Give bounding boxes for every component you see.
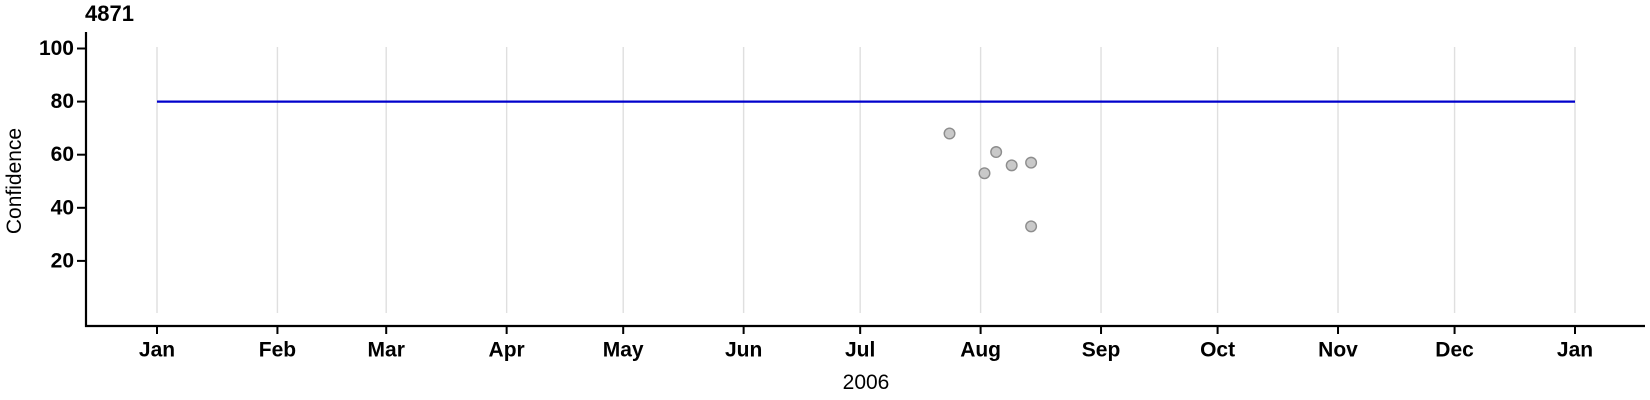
x-tick-label: May (603, 339, 644, 362)
x-tick-label: Aug (960, 339, 1001, 362)
x-tick-label: Sep (1082, 339, 1121, 362)
data-point (943, 127, 956, 140)
x-tick-label: Mar (368, 339, 405, 362)
x-tick-label: Apr (489, 339, 525, 362)
data-point (1025, 156, 1038, 169)
data-point (990, 146, 1003, 159)
y-tick-label: 20 (51, 249, 74, 272)
y-tick-label: 60 (51, 143, 74, 166)
x-tick-label: Jun (725, 339, 762, 362)
x-tick-label: Nov (1318, 339, 1358, 362)
x-tick-label: Feb (259, 339, 296, 362)
data-point (978, 167, 991, 180)
x-tick-label: Oct (1200, 339, 1235, 362)
y-tick-label: 40 (51, 196, 74, 219)
x-tick-label: Dec (1435, 339, 1474, 362)
x-tick-label: Jan (1557, 339, 1593, 362)
data-point (1005, 159, 1018, 172)
x-tick-label: Jan (139, 339, 175, 362)
x-axis-label: 2006 (842, 371, 890, 394)
data-point (1025, 220, 1038, 233)
y-tick-label: 80 (51, 90, 74, 113)
x-tick-label: Jul (845, 339, 875, 362)
y-tick-label: 100 (39, 37, 74, 60)
chart-title: 4871 (85, 1, 134, 26)
